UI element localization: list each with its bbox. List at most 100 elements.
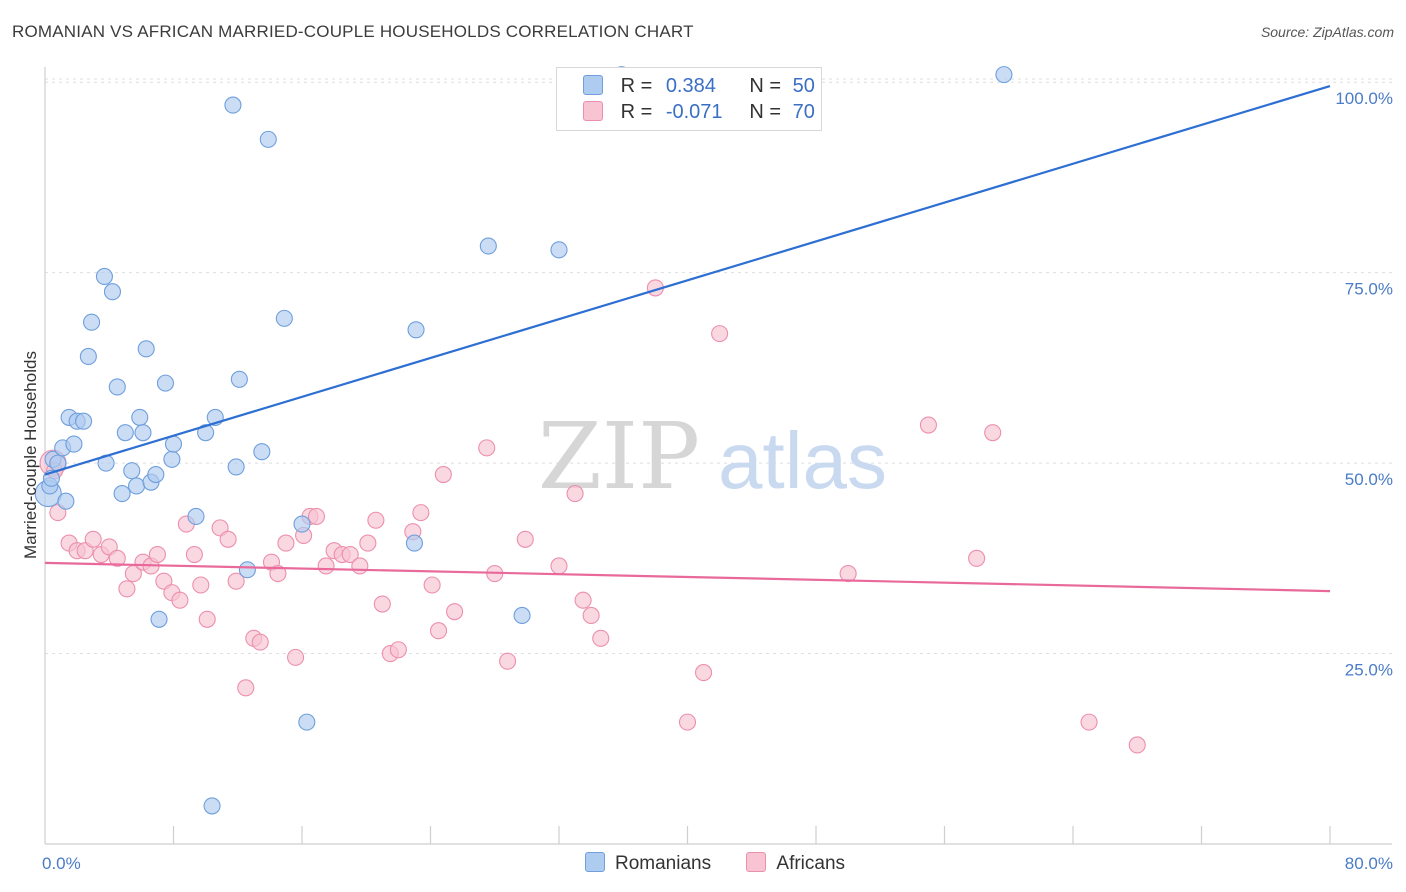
africans-point bbox=[367, 511, 385, 529]
romanians-point bbox=[550, 241, 568, 259]
africans-point bbox=[84, 530, 102, 548]
n-value: 50 bbox=[792, 75, 815, 97]
romanians-point bbox=[123, 462, 141, 480]
africans-point bbox=[550, 557, 568, 575]
chart-title: ROMANIAN VS AFRICAN MARRIED-COUPLE HOUSE… bbox=[12, 22, 694, 41]
romanians-point bbox=[224, 96, 242, 114]
romanians-point bbox=[150, 610, 168, 628]
romanians-point bbox=[405, 534, 423, 552]
romanians-trend-line bbox=[44, 84, 1331, 476]
romanians-point bbox=[203, 797, 221, 815]
r-label: R = bbox=[620, 75, 653, 97]
africans-point bbox=[1080, 713, 1098, 731]
romanians-points bbox=[34, 66, 1013, 815]
y-axis-label: Married-couple Households bbox=[21, 351, 40, 559]
africans-point bbox=[574, 591, 592, 609]
romanians-point bbox=[147, 465, 165, 484]
africans-point bbox=[423, 576, 441, 594]
africans-point bbox=[277, 534, 295, 552]
r-value: 0.384 bbox=[665, 75, 716, 97]
romanians-point bbox=[75, 412, 93, 430]
x-tick-label: 0.0% bbox=[42, 854, 81, 873]
africans-point bbox=[198, 610, 216, 628]
africans-legend-label: Africans bbox=[776, 853, 846, 874]
africans-trend-line bbox=[44, 561, 1331, 593]
romanians-point bbox=[137, 340, 155, 358]
romanians-point bbox=[65, 435, 83, 453]
romanians-point bbox=[79, 347, 97, 366]
romanians-point bbox=[275, 309, 293, 327]
africans-point bbox=[695, 664, 713, 682]
legend-item-romanians[interactable]: Romanians bbox=[585, 852, 711, 875]
africans-point bbox=[148, 545, 166, 564]
romanians-point bbox=[197, 424, 215, 442]
africans-point bbox=[373, 595, 391, 613]
romanians-point bbox=[116, 424, 134, 442]
africans-point bbox=[446, 603, 464, 621]
africans-swatch bbox=[583, 101, 603, 121]
africans-point bbox=[984, 424, 1002, 442]
romanians-legend-swatch bbox=[585, 852, 605, 872]
romanians-point bbox=[259, 130, 277, 148]
africans-point bbox=[919, 416, 937, 434]
stats-legend-row-africans: R = -0.071 N = 70 bbox=[583, 101, 815, 127]
series-legend: Romanians Africans bbox=[585, 852, 875, 875]
africans-point bbox=[317, 557, 335, 575]
africans-point bbox=[434, 465, 452, 484]
africans-point bbox=[412, 504, 430, 522]
n-label: N = bbox=[749, 75, 782, 97]
romanians-point bbox=[253, 443, 271, 461]
romanians-point bbox=[230, 370, 248, 388]
romanians-point bbox=[187, 507, 205, 525]
r-value: -0.071 bbox=[665, 101, 723, 123]
africans-point bbox=[185, 545, 203, 564]
n-value: 70 bbox=[792, 101, 815, 123]
africans-points bbox=[39, 279, 1146, 754]
romanians-point bbox=[238, 561, 256, 579]
africans-point bbox=[711, 325, 729, 343]
romanians-point bbox=[995, 66, 1013, 84]
africans-point bbox=[499, 652, 517, 670]
romanians-point bbox=[108, 378, 126, 396]
legend-item-africans[interactable]: Africans bbox=[746, 852, 845, 875]
africans-legend-swatch bbox=[746, 852, 767, 872]
romanians-point bbox=[131, 408, 149, 426]
tick-labels: 25.0% 50.0% 75.0% 100.0% 0.0% 80.0% bbox=[42, 89, 1393, 873]
r-label: R = bbox=[620, 101, 653, 123]
africans-point bbox=[269, 565, 287, 583]
africans-point bbox=[1128, 736, 1146, 754]
stats-legend: R = 0.384 N = 50 R = -0.071 N = 70 bbox=[556, 67, 822, 131]
romanians-point bbox=[298, 713, 316, 731]
africans-point bbox=[118, 580, 136, 598]
africans-point bbox=[219, 530, 237, 548]
y-tick-label: 100.0% bbox=[1335, 89, 1393, 108]
romanians-point bbox=[134, 424, 152, 442]
romanians-point bbox=[163, 450, 181, 468]
romanians-point bbox=[95, 267, 113, 286]
africans-point bbox=[251, 633, 269, 651]
romanians-point bbox=[227, 458, 245, 476]
trend-lines bbox=[44, 84, 1331, 593]
romanians-point bbox=[128, 477, 146, 495]
romanians-point bbox=[83, 313, 101, 331]
romanians-point bbox=[513, 606, 531, 625]
n-label: N = bbox=[749, 101, 782, 123]
watermark-atlas: atlas bbox=[718, 416, 887, 505]
africans-point bbox=[307, 507, 326, 525]
romanians-point bbox=[156, 374, 175, 392]
romanians-point bbox=[57, 492, 75, 510]
romanians-point bbox=[103, 283, 122, 301]
romanians-point bbox=[479, 237, 497, 255]
watermark: ZIP atlas bbox=[538, 403, 887, 510]
romanians-point bbox=[407, 321, 425, 339]
africans-point bbox=[478, 439, 496, 457]
stats-legend-row-romanians: R = 0.384 N = 50 bbox=[583, 75, 815, 101]
romanians-legend-label: Romanians bbox=[615, 853, 712, 874]
africans-point bbox=[429, 622, 448, 640]
africans-point bbox=[351, 557, 369, 575]
y-tick-label: 50.0% bbox=[1345, 470, 1393, 489]
africans-point bbox=[192, 576, 210, 594]
africans-point bbox=[678, 713, 697, 731]
africans-point bbox=[359, 534, 377, 552]
